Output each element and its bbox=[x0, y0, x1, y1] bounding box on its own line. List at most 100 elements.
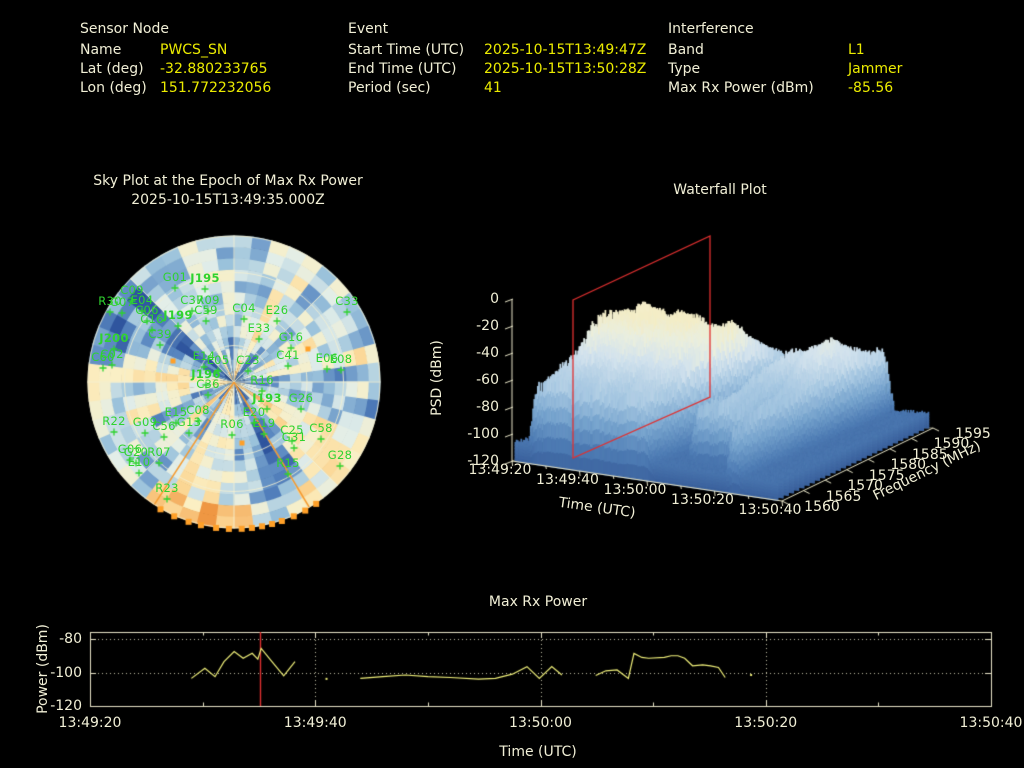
waterfall-frequency-tick: 1570 bbox=[847, 478, 883, 495]
satellite-label-E15: E15 bbox=[164, 405, 188, 419]
satellite-label-R23: R23 bbox=[155, 481, 179, 495]
satellite-label-C41: C41 bbox=[276, 348, 300, 362]
waterfall-psd-tick: -40 bbox=[476, 345, 499, 361]
event-start-row: Start Time (UTC) 2025-10-15T13:49:47Z bbox=[348, 42, 647, 58]
waterfall-title: Waterfall Plot bbox=[673, 182, 767, 198]
satellite-label-G20: G20 bbox=[123, 445, 149, 459]
satellite-label-C02: C02 bbox=[100, 347, 124, 361]
satellite-label-C36: C36 bbox=[196, 377, 220, 391]
sky-plot-canvas bbox=[60, 225, 410, 545]
satellite-label-G06: G06 bbox=[117, 442, 143, 456]
sensor-node-panel: Sensor Node Name PWCS_SN Lat (deg) -32.880… bbox=[80, 20, 271, 96]
interference-title: Interference bbox=[668, 21, 754, 37]
satellite-label-C56: C56 bbox=[152, 419, 176, 433]
waterfall-frequency-tick: 1565 bbox=[825, 488, 862, 505]
waterfall-psd-tick: -60 bbox=[476, 372, 499, 388]
satellite-label-C39: C39 bbox=[148, 327, 172, 341]
satellite-label-G16: G16 bbox=[278, 330, 304, 344]
sky-plot-title: Sky Plot at the Epoch of Max Rx Power bbox=[93, 173, 363, 189]
satellite-label-C25: C25 bbox=[280, 423, 304, 437]
sensor-lat-row: Lat (deg) -32.880233765 bbox=[80, 61, 268, 77]
power-x-tick: 13:49:40 bbox=[283, 715, 347, 731]
satellite-label-J193: J193 bbox=[252, 391, 282, 405]
satellite-label-C04: C04 bbox=[232, 301, 256, 315]
event-period-row: Period (sec) 41 bbox=[348, 80, 502, 96]
satellite-label-R07: R07 bbox=[147, 445, 171, 459]
satellite-label-C59: C59 bbox=[194, 303, 218, 317]
waterfall-time-tick: 13:50:00 bbox=[603, 482, 667, 498]
satellite-label-G13: G13 bbox=[176, 415, 202, 429]
power-y-tick: -120 bbox=[50, 698, 82, 714]
event-end-row: End Time (UTC) 2025-10-15T13:50:28Z bbox=[348, 61, 647, 77]
sensor-node-title: Sensor Node bbox=[80, 21, 169, 37]
satellite-label-R22: R22 bbox=[102, 414, 126, 428]
satellite-label-J199: J199 bbox=[163, 308, 193, 322]
power-axis-label: Power (dBm) bbox=[35, 624, 51, 714]
max-rx-power-canvas bbox=[20, 600, 1024, 730]
waterfall-frequency-tick: 1595 bbox=[955, 426, 991, 442]
power-x-tick: 13:50:20 bbox=[734, 715, 798, 731]
satellite-label-G01: G01 bbox=[162, 270, 188, 284]
waterfall-time-tick: 13:49:40 bbox=[536, 472, 599, 488]
satellite-label-E14: E14 bbox=[192, 349, 216, 363]
satellite-label-J196: J196 bbox=[191, 367, 221, 381]
waterfall-canvas bbox=[415, 220, 1024, 570]
power-x-tick: 13:50:40 bbox=[959, 715, 1023, 731]
satellite-label-J200: J200 bbox=[99, 331, 129, 345]
satellite-label-C60: C60 bbox=[91, 350, 115, 364]
waterfall-psd-axis-label: PSD (dBm) bbox=[429, 340, 445, 416]
power-x-tick: 13:50:00 bbox=[509, 715, 572, 731]
sensor-lon-row: Lon (deg) 151.772232056 bbox=[80, 80, 272, 96]
satellite-label-C33: C33 bbox=[335, 294, 359, 308]
satellite-label-E19: E19 bbox=[252, 416, 276, 430]
satellite-label-E05: E05 bbox=[206, 353, 230, 367]
waterfall-frequency-tick: 1585 bbox=[912, 446, 948, 463]
waterfall-psd-tick: -80 bbox=[476, 399, 499, 415]
satellite-label-C23: C23 bbox=[236, 353, 260, 367]
satellite-label-C37: C37 bbox=[180, 293, 204, 307]
interference-panel: Interference Band L1 Type Jammer Max Rx Po… bbox=[668, 20, 902, 96]
waterfall-frequency-tick: 1560 bbox=[804, 499, 840, 515]
interference-power-row: Max Rx Power (dBm) -85.56 bbox=[668, 80, 894, 96]
satellite-label-R09: R09 bbox=[196, 293, 220, 307]
satellite-label-C09: C09 bbox=[120, 283, 144, 297]
satellite-label-E26: E26 bbox=[265, 303, 289, 317]
satellite-label-C16: C16 bbox=[140, 312, 164, 326]
event-panel: Event Start Time (UTC) 2025-10-15T13:49:4… bbox=[348, 20, 646, 96]
waterfall-frequency-tick: 1590 bbox=[933, 436, 970, 453]
satellite-label-G07: G07 bbox=[109, 295, 135, 309]
sensor-name-row: Name PWCS_SN bbox=[80, 42, 228, 58]
satellite-label-E10: E10 bbox=[127, 455, 151, 469]
waterfall-frequency-tick: 1580 bbox=[890, 457, 927, 474]
satellite-label-G28: G28 bbox=[327, 448, 353, 462]
satellite-label-J195: J195 bbox=[190, 271, 220, 285]
waterfall-time-tick: 13:50:20 bbox=[671, 492, 734, 508]
satellite-label-R06: R06 bbox=[220, 417, 244, 431]
power-x-tick: 13:49:20 bbox=[58, 715, 122, 731]
satellite-label-E04: E04 bbox=[130, 293, 154, 307]
interference-band-row: Band L1 bbox=[668, 42, 865, 58]
satellite-label-R15: R15 bbox=[276, 456, 300, 470]
satellite-label-E08: E08 bbox=[329, 352, 353, 366]
satellite-label-E33: E33 bbox=[247, 321, 271, 335]
waterfall-psd-tick: -20 bbox=[476, 318, 499, 334]
waterfall-psd-tick: 0 bbox=[490, 291, 499, 307]
satellite-label-C06: C06 bbox=[135, 303, 159, 317]
time-axis-label: Time (UTC) bbox=[499, 744, 577, 760]
sky-plot-epoch: 2025-10-15T13:49:35.000Z bbox=[131, 192, 325, 208]
satellite-label-G09: G09 bbox=[132, 415, 158, 429]
waterfall-psd-tick: -100 bbox=[467, 426, 499, 442]
power-y-tick: -80 bbox=[59, 631, 82, 647]
satellite-label-E06: E06 bbox=[315, 351, 339, 365]
waterfall-frequency-tick: 1575 bbox=[868, 467, 905, 484]
satellite-label-C08: C08 bbox=[186, 403, 210, 417]
waterfall-time-tick: 13:50:40 bbox=[738, 502, 802, 518]
satellite-label-R30: R30 bbox=[98, 294, 122, 308]
interference-type-row: Type Jammer bbox=[668, 61, 903, 77]
satellite-label-R16: R16 bbox=[250, 373, 274, 387]
satellite-label-E20: E20 bbox=[242, 405, 266, 419]
satellite-label-C58: C58 bbox=[309, 421, 333, 435]
event-title: Event bbox=[348, 21, 389, 37]
waterfall-time-tick: 13:49:20 bbox=[468, 462, 532, 478]
